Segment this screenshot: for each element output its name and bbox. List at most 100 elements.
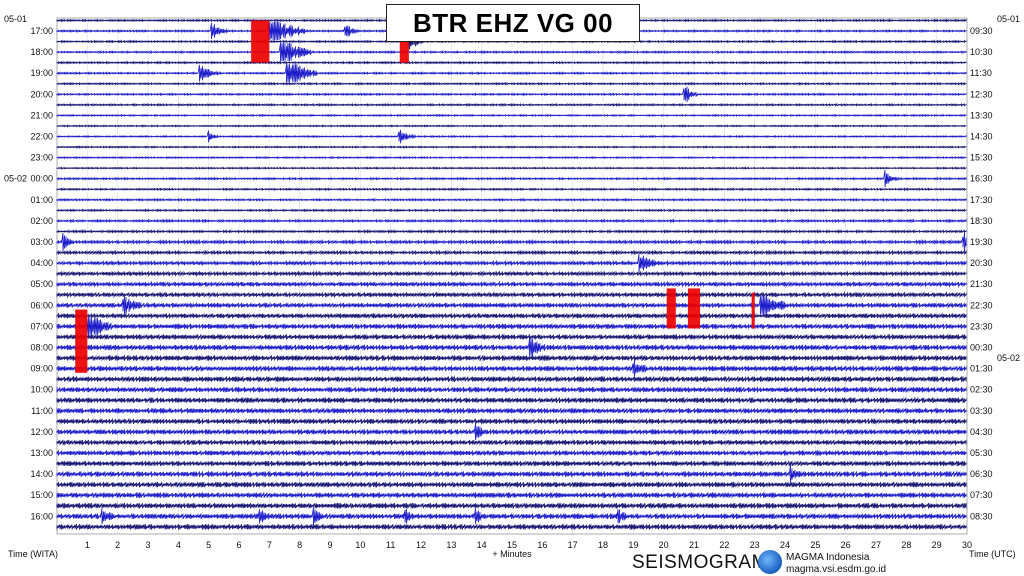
x-tick-label: 17 bbox=[568, 540, 578, 550]
trace-line bbox=[56, 523, 967, 531]
left-hour-label: 15:00 bbox=[30, 490, 53, 500]
station-title: BTR EHZ VG 00 bbox=[386, 4, 640, 42]
trace-line bbox=[56, 170, 967, 188]
left-hour-label: 11:00 bbox=[31, 406, 53, 416]
trace-line bbox=[56, 60, 967, 65]
left-hour-label: 10:00 bbox=[30, 385, 53, 395]
left-hour-label: 22:00 bbox=[30, 132, 53, 142]
trace-line bbox=[56, 338, 967, 357]
trace-line bbox=[56, 129, 967, 144]
left-date-label: 05-02 bbox=[4, 174, 27, 184]
trace-line bbox=[56, 502, 967, 510]
org-url: magma.vsi.esdm.go.id bbox=[786, 564, 887, 575]
trace-line bbox=[56, 407, 967, 415]
right-hour-label: 02:30 bbox=[970, 385, 993, 395]
org-name: MAGMA Indonesia bbox=[786, 552, 870, 563]
right-date-label: 05-01 bbox=[997, 14, 1020, 24]
trace-line bbox=[56, 155, 967, 160]
trace-line bbox=[56, 166, 967, 170]
trace-line bbox=[56, 145, 967, 149]
trace-line bbox=[56, 43, 967, 62]
x-tick-label: 23 bbox=[750, 540, 760, 550]
trace-line bbox=[56, 113, 967, 118]
clip-marker bbox=[751, 292, 755, 329]
right-hour-label: 19:30 bbox=[970, 237, 993, 247]
x-axis-title: + Minutes bbox=[492, 549, 532, 559]
x-tick-label: 1 bbox=[85, 540, 90, 550]
right-hour-label: 05:30 bbox=[970, 448, 993, 458]
left-hour-label: 14:00 bbox=[30, 469, 53, 479]
x-tick-label: 28 bbox=[901, 540, 911, 550]
left-hour-label: 21:00 bbox=[30, 110, 53, 120]
x-tick-label: 6 bbox=[236, 540, 241, 550]
x-tick-label: 29 bbox=[932, 540, 942, 550]
left-hour-label: 02:00 bbox=[30, 216, 53, 226]
trace-line bbox=[56, 124, 967, 128]
right-hour-label: 21:30 bbox=[970, 279, 993, 289]
right-hour-label: 20:30 bbox=[970, 258, 993, 268]
right-hour-label: 07:30 bbox=[970, 490, 993, 500]
trace-line bbox=[56, 64, 967, 83]
trace-line bbox=[56, 465, 967, 484]
trace-line bbox=[56, 507, 967, 526]
x-tick-label: 4 bbox=[176, 540, 181, 550]
left-hour-label: 00:00 bbox=[30, 174, 53, 184]
trace-line bbox=[56, 312, 967, 320]
right-axis-title: Time (UTC) bbox=[969, 549, 1016, 559]
x-tick-label: 18 bbox=[598, 540, 608, 550]
x-tick-label: 20 bbox=[659, 540, 669, 550]
trace-line bbox=[56, 317, 967, 336]
trace-line bbox=[56, 296, 967, 315]
trace-line bbox=[56, 460, 967, 467]
right-hour-label: 23:30 bbox=[970, 321, 993, 331]
trace-line bbox=[56, 86, 967, 103]
magma-logo bbox=[758, 550, 782, 574]
x-tick-label: 14 bbox=[477, 540, 487, 550]
left-hour-label: 13:00 bbox=[30, 448, 53, 458]
trace-line bbox=[56, 254, 967, 273]
left-hour-label: 09:00 bbox=[30, 364, 53, 374]
right-hour-label: 01:30 bbox=[970, 364, 993, 374]
x-tick-label: 15 bbox=[507, 540, 517, 550]
right-hour-label: 04:30 bbox=[970, 427, 993, 437]
trace-line bbox=[56, 375, 967, 383]
left-hour-label: 05:00 bbox=[30, 279, 53, 289]
right-hour-label: 13:30 bbox=[970, 110, 993, 120]
x-tick-label: 11 bbox=[386, 540, 395, 550]
left-hour-label: 08:00 bbox=[30, 343, 53, 353]
trace-line bbox=[56, 197, 967, 202]
trace-line bbox=[56, 81, 967, 86]
clip-marker bbox=[666, 288, 676, 329]
trace-line bbox=[56, 481, 967, 489]
clip-marker bbox=[75, 309, 88, 373]
trace-line bbox=[56, 423, 967, 441]
x-tick-label: 25 bbox=[810, 540, 820, 550]
clip-marker bbox=[399, 31, 409, 63]
left-hour-label: 20:00 bbox=[30, 89, 53, 99]
right-date-label: 05-02 bbox=[997, 353, 1020, 363]
left-axis-title: Time (WITA) bbox=[8, 549, 58, 559]
x-tick-label: 30 bbox=[962, 540, 972, 550]
right-hour-label: 16:30 bbox=[970, 174, 993, 184]
x-tick-label: 26 bbox=[841, 540, 851, 550]
right-hour-label: 15:30 bbox=[970, 153, 993, 163]
x-tick-label: 19 bbox=[628, 540, 638, 550]
left-hour-label: 17:00 bbox=[30, 26, 53, 36]
trace-line bbox=[56, 396, 967, 404]
right-hour-label: 22:30 bbox=[970, 300, 993, 310]
trace-line bbox=[56, 386, 967, 394]
trace-line bbox=[56, 249, 967, 256]
right-hour-label: 10:30 bbox=[970, 47, 993, 57]
right-hour-label: 08:30 bbox=[970, 511, 993, 521]
trace-line bbox=[56, 232, 967, 252]
x-tick-label: 9 bbox=[327, 540, 332, 550]
org-block: MAGMA Indonesia magma.vsi.esdm.go.id bbox=[786, 552, 886, 576]
left-hour-label: 23:00 bbox=[30, 153, 53, 163]
right-hour-label: 03:30 bbox=[970, 406, 993, 416]
trace-line bbox=[56, 438, 967, 446]
trace-line bbox=[56, 218, 967, 224]
trace-line bbox=[56, 417, 967, 425]
x-tick-label: 22 bbox=[719, 540, 729, 550]
